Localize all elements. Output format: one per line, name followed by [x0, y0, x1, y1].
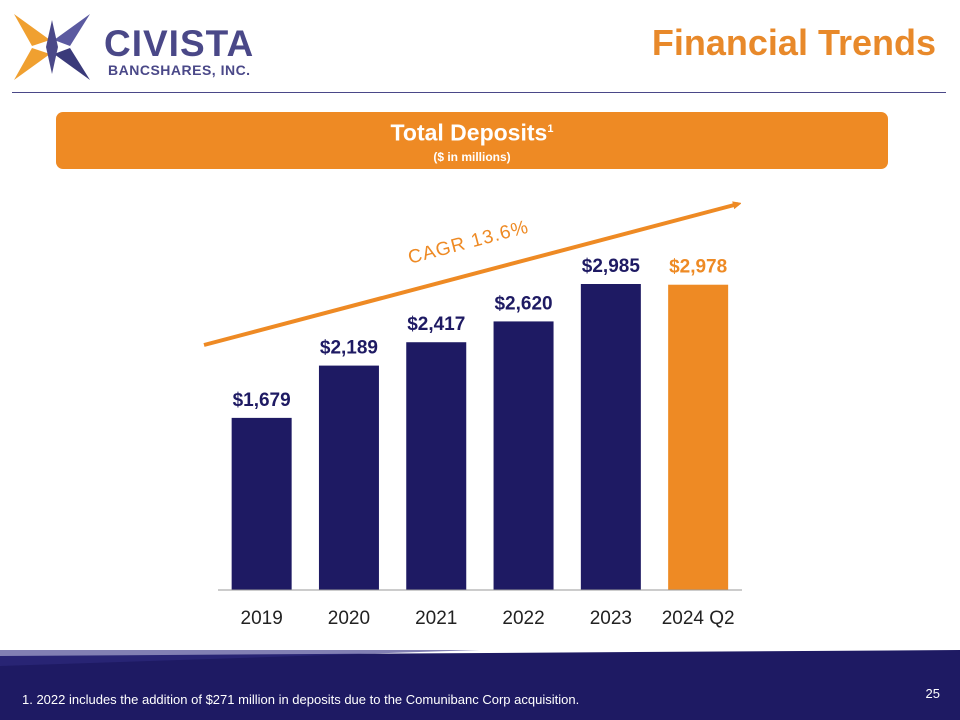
footnote: 1. 2022 includes the addition of $271 mi…	[22, 692, 580, 707]
footer-band	[0, 650, 960, 720]
banner-title-text: Total Deposits	[390, 119, 548, 146]
data-label: $2,417	[407, 314, 465, 335]
cagr-trend-arrow	[203, 204, 738, 347]
page-title: Financial Trends	[651, 22, 936, 63]
banner-subtitle: ($ in millions)	[433, 149, 511, 164]
data-label: $2,978	[669, 257, 727, 278]
logo-subtitle: BANCSHARES, INC.	[108, 62, 251, 78]
header-divider	[12, 92, 946, 93]
x-tick-label: 2019	[241, 608, 283, 629]
x-tick-label: 2022	[502, 608, 544, 629]
star-logo-icon	[14, 14, 90, 80]
data-label: $2,985	[582, 256, 641, 277]
x-tick-label: 2024 Q2	[662, 608, 735, 629]
bar-2021	[406, 342, 467, 590]
data-label: $2,189	[320, 338, 378, 359]
x-tick-label: 2021	[415, 608, 457, 629]
deposits-bar-chart: CAGR 13.6% $1,679 2019 $2,189 2020 $2,417 202…	[203, 0, 742, 629]
data-label: $2,620	[494, 293, 552, 314]
data-label: $1,679	[233, 390, 291, 411]
cagr-annotation: CAGR 13.6%	[406, 217, 531, 269]
logo-name: CIVISTA	[104, 23, 255, 64]
chart-title-banner: Total Deposits1 ($ in millions)	[56, 112, 888, 169]
x-tick-label: 2020	[328, 608, 370, 629]
x-tick-label: 2023	[590, 608, 632, 629]
company-logo: CIVISTA BANCSHARES, INC.	[12, 10, 255, 84]
page-number: 25	[925, 686, 940, 701]
bar-2020	[318, 365, 379, 590]
bar-2022	[493, 321, 554, 590]
footnote-marker: 1	[547, 123, 554, 135]
bar-2019	[231, 417, 292, 590]
banner-title: Total Deposits1	[56, 115, 888, 147]
bar-2024-q2	[668, 284, 729, 590]
bar-2023	[580, 284, 641, 590]
